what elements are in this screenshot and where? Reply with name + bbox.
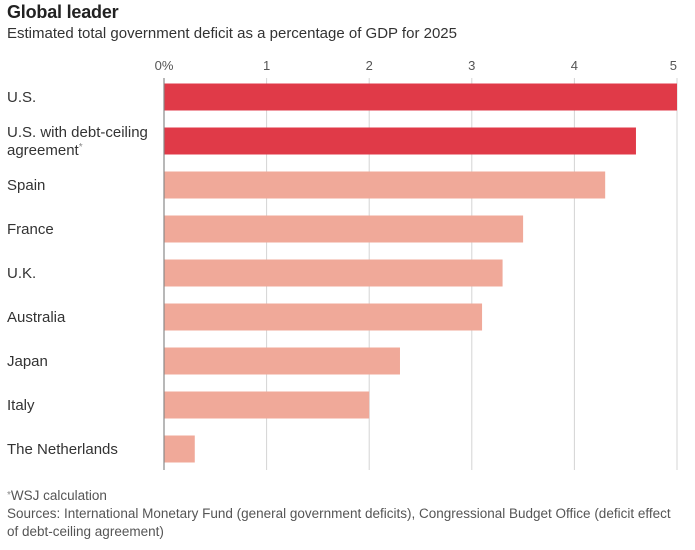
chart-footer: *WSJ calculation Sources: International … xyxy=(7,487,677,541)
category-label: U.K. xyxy=(7,265,36,282)
category-label: Spain xyxy=(7,177,45,194)
chart-subtitle: Estimated total government deficit as a … xyxy=(7,25,457,42)
bar xyxy=(164,259,503,287)
footnote-mark: * xyxy=(7,490,11,501)
x-tick-label: 5 xyxy=(670,58,677,73)
category-label: France xyxy=(7,221,54,238)
x-tick-label: 3 xyxy=(468,58,475,73)
x-tick-label: 2 xyxy=(366,58,373,73)
sources-note: Sources: International Monetary Fund (ge… xyxy=(7,506,671,539)
bar xyxy=(164,127,636,155)
footnote-text: WSJ calculation xyxy=(10,488,107,503)
bar xyxy=(164,215,524,243)
chart-title: Global leader xyxy=(7,2,119,22)
category-label: U.S. with debt-ceiling agreement* xyxy=(7,124,148,159)
bar-chart: 0% 1 2 3 4 5 U.S. U.S. with debt-ceiling agreeme… xyxy=(7,58,678,470)
bar xyxy=(164,347,400,375)
bar xyxy=(164,303,483,331)
category-label: Japan xyxy=(7,353,48,370)
bar xyxy=(164,435,195,463)
x-tick-label: 1 xyxy=(263,58,270,73)
bar xyxy=(164,171,606,199)
category-label: U.S. xyxy=(7,89,36,106)
footnote: *WSJ calculation xyxy=(7,487,677,505)
bar xyxy=(164,391,370,419)
category-label: Australia xyxy=(7,309,66,326)
x-tick-label: 4 xyxy=(571,58,578,73)
bar xyxy=(164,83,677,111)
x-tick-label: 0% xyxy=(155,58,174,73)
category-label: Italy xyxy=(7,397,35,414)
category-label: The Netherlands xyxy=(7,441,118,458)
